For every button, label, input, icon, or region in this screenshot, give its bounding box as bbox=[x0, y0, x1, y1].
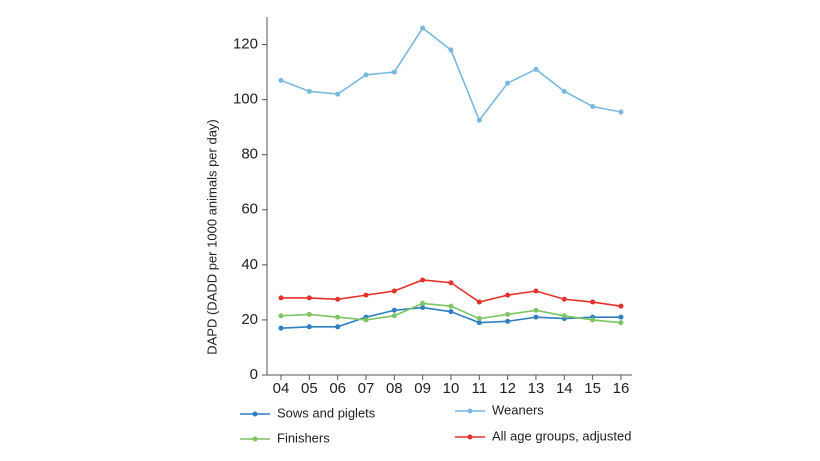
y-axis-label: DAPD (DADD per 1000 animals per day) bbox=[204, 119, 219, 355]
point bbox=[306, 311, 312, 317]
x-tick-label: 10 bbox=[443, 380, 460, 397]
point bbox=[335, 91, 341, 97]
point bbox=[306, 324, 312, 330]
point bbox=[306, 88, 312, 94]
point bbox=[278, 77, 284, 83]
point bbox=[561, 296, 567, 302]
x-tick-label: 14 bbox=[556, 380, 573, 397]
y-tick-label: 120 bbox=[233, 36, 258, 53]
x-tick-label: 04 bbox=[273, 380, 290, 397]
point bbox=[590, 299, 596, 305]
point bbox=[505, 311, 511, 317]
point bbox=[448, 309, 454, 315]
point bbox=[278, 325, 284, 331]
point bbox=[533, 314, 539, 320]
legend-label: Sows and piglets bbox=[277, 405, 376, 420]
x-tick-label: 13 bbox=[528, 380, 545, 397]
point bbox=[476, 299, 482, 305]
point bbox=[448, 303, 454, 309]
legend-label: Weaners bbox=[492, 402, 544, 417]
y-tick-label: 0 bbox=[250, 366, 258, 383]
point bbox=[391, 69, 397, 75]
point bbox=[391, 307, 397, 313]
y-tick-label: 100 bbox=[233, 91, 258, 108]
point bbox=[448, 280, 454, 286]
x-tick-label: 06 bbox=[329, 380, 346, 397]
legend-label: All age groups, adjusted bbox=[492, 428, 631, 443]
point bbox=[476, 316, 482, 322]
point bbox=[533, 66, 539, 72]
y-tick-label: 60 bbox=[241, 201, 258, 218]
point bbox=[278, 295, 284, 301]
x-tick-label: 16 bbox=[613, 380, 630, 397]
point bbox=[476, 117, 482, 123]
point bbox=[505, 292, 511, 298]
point bbox=[306, 295, 312, 301]
x-tick-label: 08 bbox=[386, 380, 403, 397]
point bbox=[420, 277, 426, 283]
point bbox=[420, 25, 426, 31]
x-tick-label: 09 bbox=[414, 380, 431, 397]
point bbox=[335, 314, 341, 320]
point bbox=[391, 313, 397, 319]
point bbox=[561, 88, 567, 94]
x-tick-label: 12 bbox=[499, 380, 516, 397]
point bbox=[618, 303, 624, 309]
point bbox=[363, 317, 369, 323]
point bbox=[420, 300, 426, 306]
point bbox=[505, 318, 511, 324]
point bbox=[391, 288, 397, 294]
x-tick-label: 15 bbox=[584, 380, 601, 397]
point bbox=[505, 80, 511, 86]
series-line bbox=[280, 26, 622, 122]
point bbox=[363, 72, 369, 78]
point bbox=[618, 320, 624, 326]
legend-marker bbox=[252, 436, 258, 442]
x-tick-label: 07 bbox=[358, 380, 375, 397]
y-tick-label: 40 bbox=[241, 256, 258, 273]
y-tick-label: 20 bbox=[241, 311, 258, 328]
x-tick-label: 05 bbox=[301, 380, 318, 397]
point bbox=[618, 314, 624, 320]
legend-marker bbox=[467, 408, 473, 414]
x-tick-label: 11 bbox=[472, 380, 488, 397]
point bbox=[618, 109, 624, 115]
point bbox=[363, 292, 369, 298]
point bbox=[533, 288, 539, 294]
legend-label: Finishers bbox=[277, 430, 330, 445]
point bbox=[420, 305, 426, 311]
legend-marker bbox=[467, 434, 473, 440]
y-tick-label: 80 bbox=[241, 146, 258, 163]
point bbox=[448, 47, 454, 53]
point bbox=[590, 104, 596, 109]
point bbox=[533, 307, 539, 313]
legend-marker bbox=[252, 411, 258, 417]
point bbox=[476, 320, 482, 326]
point bbox=[561, 313, 567, 319]
point bbox=[335, 296, 341, 302]
point bbox=[278, 313, 284, 319]
point bbox=[335, 324, 341, 330]
point bbox=[590, 317, 596, 323]
